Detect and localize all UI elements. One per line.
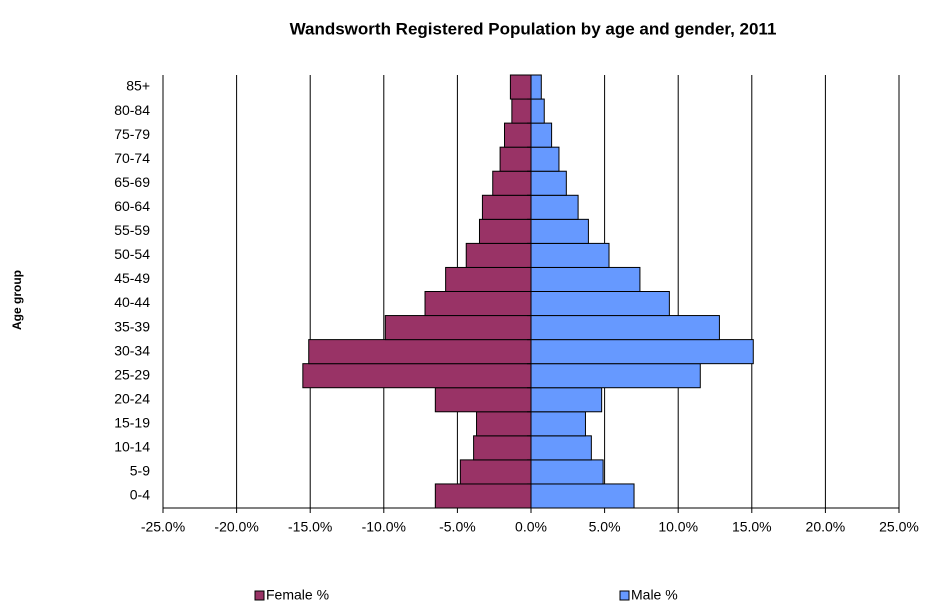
y-tick-label: 65-69 bbox=[114, 174, 150, 190]
bar bbox=[465, 242, 532, 268]
bar bbox=[424, 291, 532, 317]
bar bbox=[530, 170, 567, 196]
bar bbox=[530, 291, 670, 317]
bar bbox=[530, 122, 553, 148]
bar bbox=[530, 194, 579, 220]
x-tick-label: -15.0% bbox=[288, 519, 332, 535]
bar bbox=[530, 315, 720, 341]
y-tick-label: 0-4 bbox=[130, 487, 150, 503]
y-tick-label: 5-9 bbox=[130, 463, 150, 479]
bar bbox=[459, 459, 532, 485]
bar bbox=[308, 339, 532, 365]
bar bbox=[530, 98, 545, 124]
bar bbox=[530, 146, 560, 172]
bar bbox=[511, 98, 532, 124]
x-tick-label: 15.0% bbox=[732, 519, 772, 535]
x-tick-label: -10.0% bbox=[362, 519, 406, 535]
bar bbox=[530, 242, 610, 268]
x-tick-label: 25.0% bbox=[879, 519, 919, 535]
bar bbox=[492, 170, 532, 196]
bar bbox=[473, 435, 532, 461]
bar bbox=[530, 483, 635, 509]
bar bbox=[499, 146, 532, 172]
chart-title: Wandsworth Registered Population by age … bbox=[290, 19, 777, 38]
legend-swatch bbox=[254, 590, 265, 601]
x-tick-label: -20.0% bbox=[214, 519, 258, 535]
x-tick-label: 10.0% bbox=[658, 519, 698, 535]
y-tick-label: 30-34 bbox=[114, 342, 150, 358]
x-tick-label: -5.0% bbox=[439, 519, 476, 535]
bar bbox=[478, 218, 532, 244]
y-tick-label: 85+ bbox=[126, 78, 150, 94]
y-tick-label: 35-39 bbox=[114, 318, 150, 334]
bar bbox=[530, 74, 542, 100]
x-tick-label: 20.0% bbox=[806, 519, 846, 535]
bar bbox=[384, 315, 532, 341]
x-tick-label: 0.0% bbox=[515, 519, 547, 535]
bar bbox=[445, 266, 532, 293]
y-tick-label: 25-29 bbox=[114, 366, 150, 382]
legend-label: Female % bbox=[266, 587, 329, 603]
y-tick-label: 55-59 bbox=[114, 222, 150, 238]
bar bbox=[530, 339, 754, 365]
bar bbox=[530, 411, 586, 437]
y-tick-label: 75-79 bbox=[114, 126, 150, 142]
bar bbox=[530, 459, 604, 485]
y-tick-label: 80-84 bbox=[114, 102, 150, 118]
y-tick-label: 60-64 bbox=[114, 198, 150, 214]
legend-label: Male % bbox=[631, 587, 678, 603]
bar bbox=[530, 435, 592, 461]
bar bbox=[530, 363, 701, 389]
y-axis-title: Age group bbox=[10, 270, 24, 330]
legend-swatch bbox=[619, 590, 630, 601]
bar bbox=[434, 387, 532, 413]
bar bbox=[504, 122, 532, 148]
y-tick-label: 40-44 bbox=[114, 294, 150, 310]
y-tick-label: 20-24 bbox=[114, 390, 150, 406]
y-tick-label: 15-19 bbox=[114, 415, 150, 431]
bar bbox=[530, 266, 641, 293]
y-tick-label: 70-74 bbox=[114, 150, 150, 166]
x-tick-label: 5.0% bbox=[589, 519, 621, 535]
y-tick-label: 10-14 bbox=[114, 439, 150, 455]
bar bbox=[476, 411, 532, 437]
bar bbox=[434, 483, 532, 509]
bar bbox=[530, 387, 603, 413]
x-tick-label: -25.0% bbox=[141, 519, 185, 535]
bar bbox=[481, 194, 532, 220]
y-tick-label: 45-49 bbox=[114, 270, 150, 286]
bar bbox=[530, 218, 589, 244]
y-tick-label: 50-54 bbox=[114, 246, 150, 262]
bar bbox=[509, 74, 532, 100]
bar bbox=[302, 363, 532, 389]
